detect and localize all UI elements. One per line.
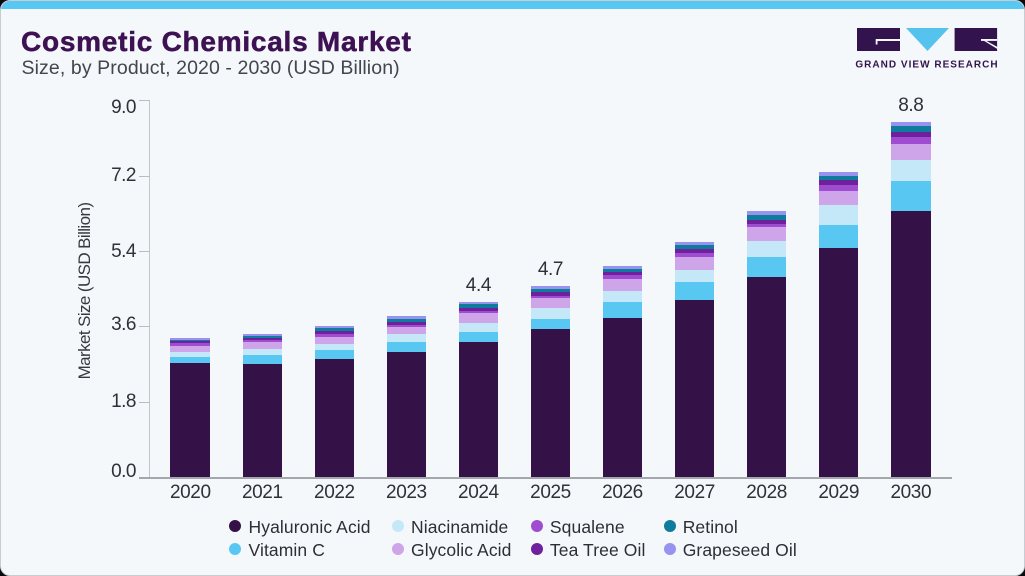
svg-text:GRAND VIEW RESEARCH: GRAND VIEW RESEARCH [855,60,998,71]
